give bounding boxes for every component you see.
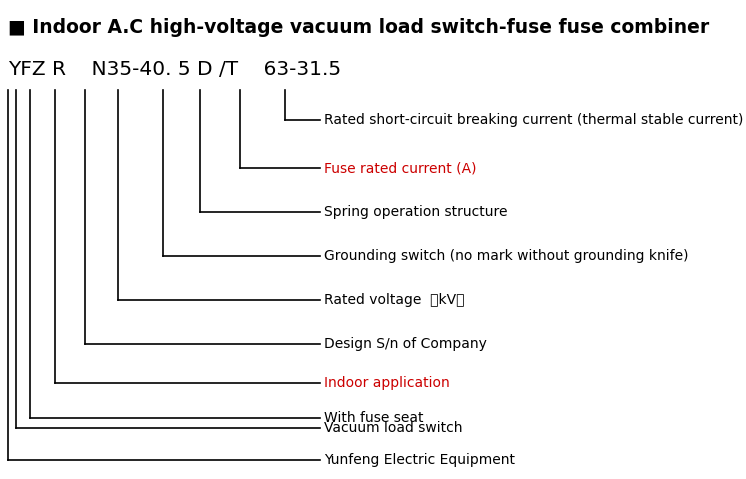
Text: Grounding switch (no mark without grounding knife): Grounding switch (no mark without ground… — [324, 249, 689, 263]
Text: Spring operation structure: Spring operation structure — [324, 205, 507, 219]
Text: Design S/n of Company: Design S/n of Company — [324, 337, 487, 351]
Text: Fuse rated current (A): Fuse rated current (A) — [324, 161, 477, 175]
Text: YFZ R    N35-40. 5 D /T    63-31.5: YFZ R N35-40. 5 D /T 63-31.5 — [8, 60, 341, 79]
Text: Indoor application: Indoor application — [324, 376, 450, 390]
Text: With fuse seat: With fuse seat — [324, 411, 424, 425]
Text: ■ Indoor A.C high-voltage vacuum load switch-fuse fuse combiner: ■ Indoor A.C high-voltage vacuum load sw… — [8, 18, 709, 37]
Text: Rated short-circuit breaking current (thermal stable current)  （kA）: Rated short-circuit breaking current (th… — [324, 113, 746, 127]
Text: Yunfeng Electric Equipment: Yunfeng Electric Equipment — [324, 453, 515, 467]
Text: Rated voltage  （kV）: Rated voltage （kV） — [324, 293, 465, 307]
Text: Vacuum load switch: Vacuum load switch — [324, 421, 463, 435]
